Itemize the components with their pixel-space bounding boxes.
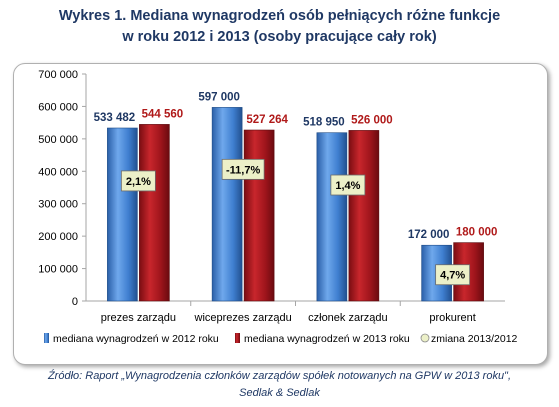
legend-change-label: zmiana 2013/2012	[431, 333, 518, 345]
legend-change-swatch	[420, 333, 430, 343]
change-box	[435, 264, 471, 286]
bar-2012	[107, 127, 138, 302]
data-label-2013: 526 000	[351, 114, 393, 126]
legend-2012-swatch	[44, 333, 49, 343]
x-tick-label: członek zarządu	[308, 312, 388, 324]
source-note: Źródło: Raport „Wynagrodzenia członków z…	[0, 368, 559, 402]
chart-title-line-2: w roku 2012 i 2013 (osoby pracujące cały…	[122, 29, 437, 45]
y-tick-label: 400 000	[38, 166, 78, 178]
change-label: 4,7%	[440, 270, 465, 282]
data-label-2013: 527 264	[246, 114, 288, 126]
y-tick-label: 300 000	[38, 199, 78, 211]
chart-title: Wykres 1. Mediana wynagrodzeń osób pełni…	[0, 6, 559, 48]
bar-2013	[139, 124, 170, 302]
bar-2013	[243, 129, 275, 302]
data-label-2012: 518 950	[303, 117, 345, 129]
source-line-1: Źródło: Raport „Wynagrodzenia członków z…	[47, 370, 512, 382]
x-tick-label: prezes zarządu	[101, 312, 176, 324]
data-label-2013: 180 000	[456, 227, 498, 239]
change-box	[221, 158, 265, 180]
y-tick-label: 600 000	[38, 101, 78, 113]
legend-2013-swatch	[235, 333, 240, 343]
y-tick-label: 200 000	[38, 231, 78, 243]
change-box	[120, 170, 156, 192]
legend: mediana wynagrodzeń w 2012 roku mediana w…	[44, 333, 518, 345]
data-label-2012: 533 482	[94, 112, 136, 124]
x-tick-label: wiceprezes zarządu	[194, 312, 292, 324]
change-label: 2,1%	[126, 176, 151, 188]
x-tick-label: prokurent	[429, 312, 475, 324]
y-tick-label: 700 000	[38, 69, 78, 81]
y-tick-label: 500 000	[38, 134, 78, 146]
data-labels: 533 482 544 560 2,1% 597 000 527 264 -11,7% 51…	[94, 91, 498, 286]
change-label: 1,4%	[335, 180, 360, 192]
chart-frame	[13, 63, 548, 365]
change-box	[330, 174, 366, 196]
chart-title-line-1: Wykres 1. Mediana wynagrodzeń osób pełni…	[58, 8, 501, 24]
change-label: -11,7%	[226, 164, 260, 176]
source-line-2: Sedlak & Sedlak	[239, 387, 320, 399]
data-label-2012: 172 000	[408, 229, 450, 241]
data-label-2013: 544 560	[142, 108, 184, 120]
bar-2012	[316, 132, 348, 302]
data-label-2012: 597 000	[198, 91, 240, 103]
legend-2012-label: mediana wynagrodzeń w 2012 roku	[53, 333, 219, 345]
y-tick-label: 100 000	[38, 264, 78, 276]
bars	[107, 107, 484, 302]
bar-2013	[348, 130, 380, 302]
legend-2013-label: mediana wynagrodzeń w 2013 roku	[244, 333, 410, 345]
bar-2012	[211, 107, 243, 302]
y-tick-label: 0	[72, 296, 78, 308]
